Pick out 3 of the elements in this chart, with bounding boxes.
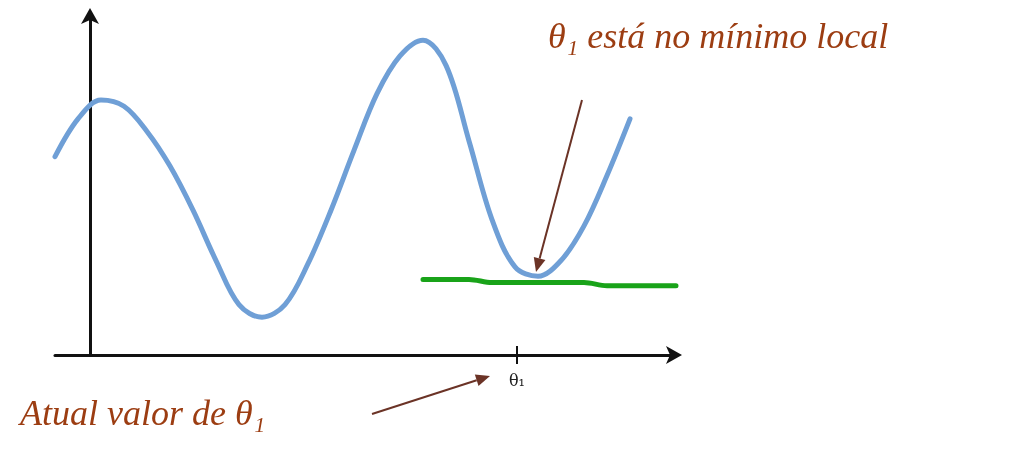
text: Atual valor de θ₁ xyxy=(18,393,266,433)
text: θ₁ xyxy=(508,370,526,390)
annotation: θ₁ está no mínimo local xyxy=(548,16,889,56)
